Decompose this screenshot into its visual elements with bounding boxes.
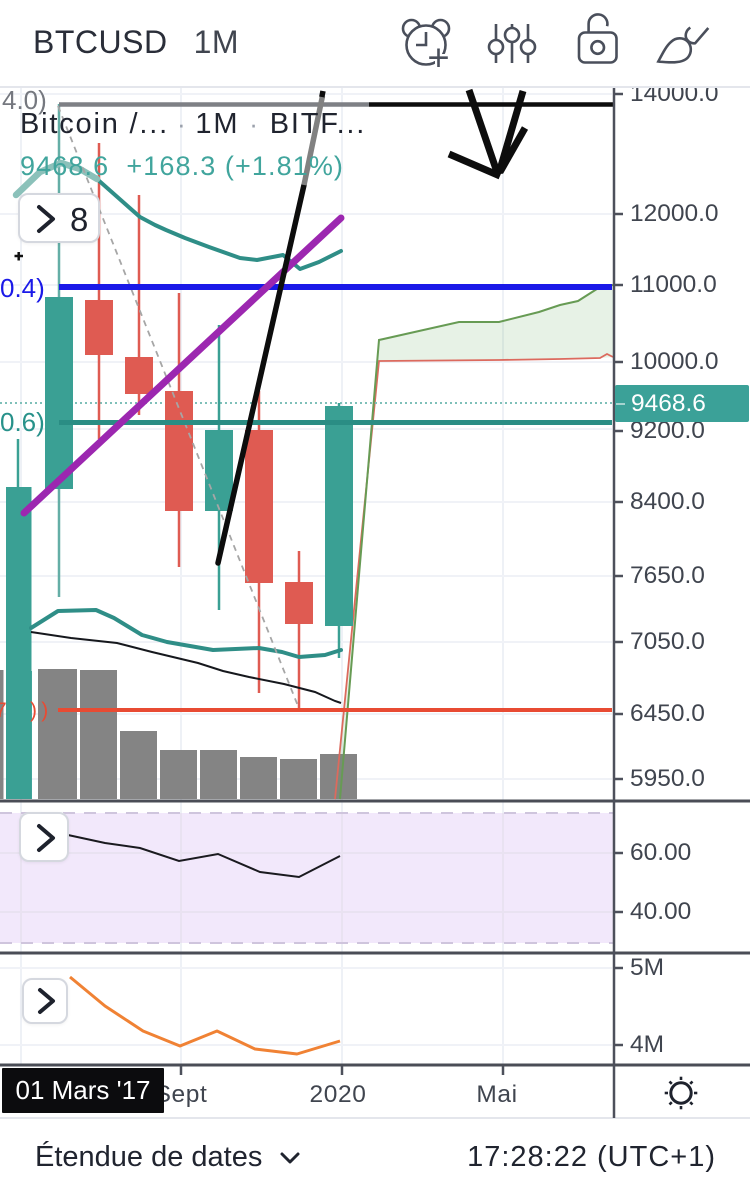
svg-text:8: 8	[70, 201, 88, 238]
